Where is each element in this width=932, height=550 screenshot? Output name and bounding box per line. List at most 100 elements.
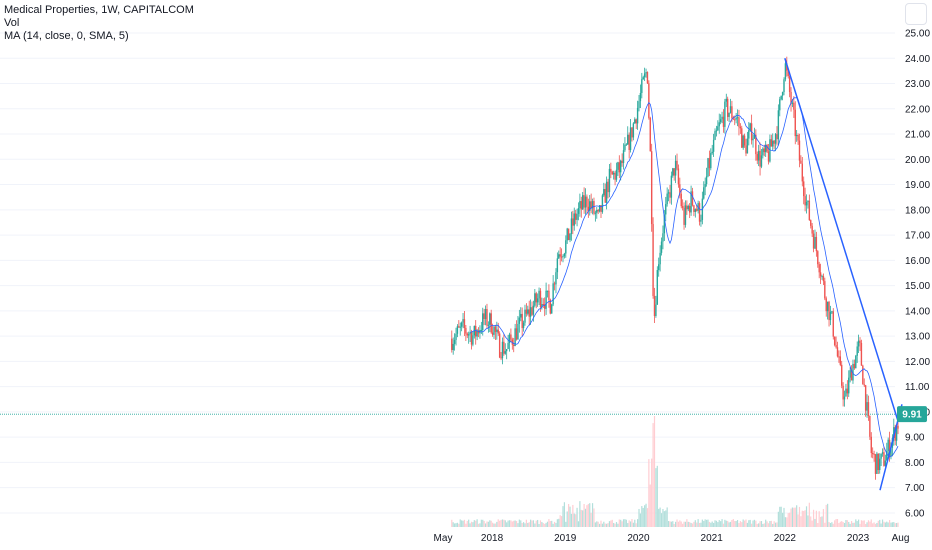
candle-body-73 bbox=[553, 283, 556, 285]
volume-bar-31 bbox=[494, 523, 497, 527]
candle-body-172 bbox=[693, 205, 695, 212]
candle-body-281 bbox=[846, 388, 849, 394]
candle-body-158 bbox=[673, 168, 675, 176]
candle-body-226 bbox=[769, 139, 771, 162]
volume-bar-65 bbox=[542, 523, 544, 527]
candle-body-218 bbox=[757, 150, 760, 161]
volume-bar-16 bbox=[473, 520, 475, 527]
volume-bar-7 bbox=[461, 520, 463, 527]
candle-body-66 bbox=[543, 304, 546, 309]
candle-body-95 bbox=[584, 196, 587, 208]
x-tick-2023: 2023 bbox=[847, 533, 870, 544]
volume-bar-185 bbox=[711, 521, 713, 527]
candle-body-283 bbox=[849, 370, 851, 378]
volume-bar-246 bbox=[797, 514, 799, 527]
candle-body-98 bbox=[589, 201, 591, 211]
candle-body-193 bbox=[722, 116, 725, 127]
candle-body-50 bbox=[521, 313, 523, 329]
volume-bar-308 bbox=[884, 522, 886, 527]
volume-bar-115 bbox=[613, 522, 615, 527]
candle-body-134 bbox=[639, 92, 642, 102]
candle-body-230 bbox=[774, 134, 777, 144]
volume-bar-165 bbox=[683, 521, 685, 527]
volume-bar-139 bbox=[646, 508, 649, 527]
volume-bar-137 bbox=[644, 505, 646, 527]
candle-body-249 bbox=[801, 163, 803, 182]
volume-bar-311 bbox=[888, 520, 891, 527]
symbol-line[interactable]: Medical Properties, 1W, CAPITALCOM bbox=[4, 4, 194, 16]
volume-bar-92 bbox=[580, 509, 582, 527]
candle-body-252 bbox=[805, 201, 808, 206]
candle-body-127 bbox=[629, 127, 632, 151]
y-tick-17.00: 17.00 bbox=[905, 231, 930, 242]
volume-bar-228 bbox=[772, 523, 774, 527]
volume-bar-148 bbox=[659, 507, 661, 527]
volume-bar-82 bbox=[566, 511, 568, 527]
candle-body-245 bbox=[795, 135, 798, 137]
candle-body-89 bbox=[576, 213, 578, 220]
candle-body-19 bbox=[477, 330, 480, 334]
volume-bar-259 bbox=[815, 510, 817, 527]
volume-bar-32 bbox=[496, 521, 498, 527]
candle-body-126 bbox=[628, 134, 630, 151]
volume-bar-120 bbox=[620, 519, 622, 527]
candle-body-212 bbox=[749, 123, 751, 131]
candle-body-115 bbox=[612, 172, 615, 175]
candle-body-171 bbox=[691, 191, 694, 206]
volume-bar-48 bbox=[518, 519, 520, 527]
volume-bar-30 bbox=[493, 523, 495, 527]
volume-bar-224 bbox=[766, 521, 768, 527]
candle-body-211 bbox=[748, 130, 750, 139]
volume-bar-44 bbox=[513, 520, 515, 527]
volume-bar-300 bbox=[873, 522, 875, 527]
candle-body-0 bbox=[451, 338, 453, 351]
candle-body-58 bbox=[532, 305, 535, 315]
volume-bar-162 bbox=[679, 520, 681, 527]
chart-settings-button[interactable] bbox=[905, 3, 927, 25]
y-tick-21.00: 21.00 bbox=[905, 130, 930, 141]
ma-label[interactable]: MA (14, close, 0, SMA, 5) bbox=[4, 30, 129, 42]
candle-body-36 bbox=[501, 341, 504, 359]
candle-body-302 bbox=[876, 453, 878, 474]
candle-body-12 bbox=[467, 334, 470, 336]
candle-body-32 bbox=[496, 329, 498, 332]
chart-legend: Medical Properties, 1W, CAPITALCOM Vol M… bbox=[4, 4, 194, 43]
y-tick-6.00: 6.00 bbox=[905, 508, 925, 519]
volume-bar-56 bbox=[530, 519, 532, 527]
volume-bar-291 bbox=[860, 520, 863, 527]
volume-bar-280 bbox=[845, 520, 847, 527]
volume-bar-317 bbox=[897, 522, 899, 527]
volume-bar-131 bbox=[635, 523, 637, 527]
candle-body-8 bbox=[462, 319, 464, 323]
candle-body-94 bbox=[583, 195, 585, 208]
candle-body-244 bbox=[794, 109, 796, 137]
volume-bar-220 bbox=[760, 521, 763, 527]
candle-body-26 bbox=[487, 324, 490, 326]
candle-body-294 bbox=[864, 385, 867, 411]
candle-body-153 bbox=[666, 193, 668, 205]
x-tick-2019: 2019 bbox=[554, 533, 577, 544]
candle-body-99 bbox=[590, 201, 592, 209]
candle-body-258 bbox=[814, 236, 816, 249]
volume-bar-278 bbox=[842, 522, 844, 527]
volume-label[interactable]: Vol bbox=[4, 17, 20, 29]
candle-body-113 bbox=[610, 168, 612, 172]
volume-bar-253 bbox=[807, 515, 809, 527]
volume-bar-111 bbox=[607, 523, 609, 527]
x-tick-Aug: Aug bbox=[892, 533, 910, 544]
volume-bar-47 bbox=[517, 523, 519, 527]
candle-body-104 bbox=[597, 210, 599, 212]
candle-body-148 bbox=[659, 252, 661, 265]
volume-bar-191 bbox=[720, 521, 722, 527]
volume-bar-172 bbox=[693, 521, 695, 527]
candle-body-156 bbox=[670, 175, 673, 198]
x-tick-2020: 2020 bbox=[627, 533, 650, 544]
candle-body-251 bbox=[804, 196, 806, 206]
volume-bar-168 bbox=[687, 521, 689, 527]
candle-body-155 bbox=[669, 192, 671, 198]
candle-body-278 bbox=[842, 385, 844, 400]
candle-body-166 bbox=[684, 205, 687, 225]
candle-body-217 bbox=[756, 154, 758, 161]
candle-body-246 bbox=[797, 135, 799, 141]
